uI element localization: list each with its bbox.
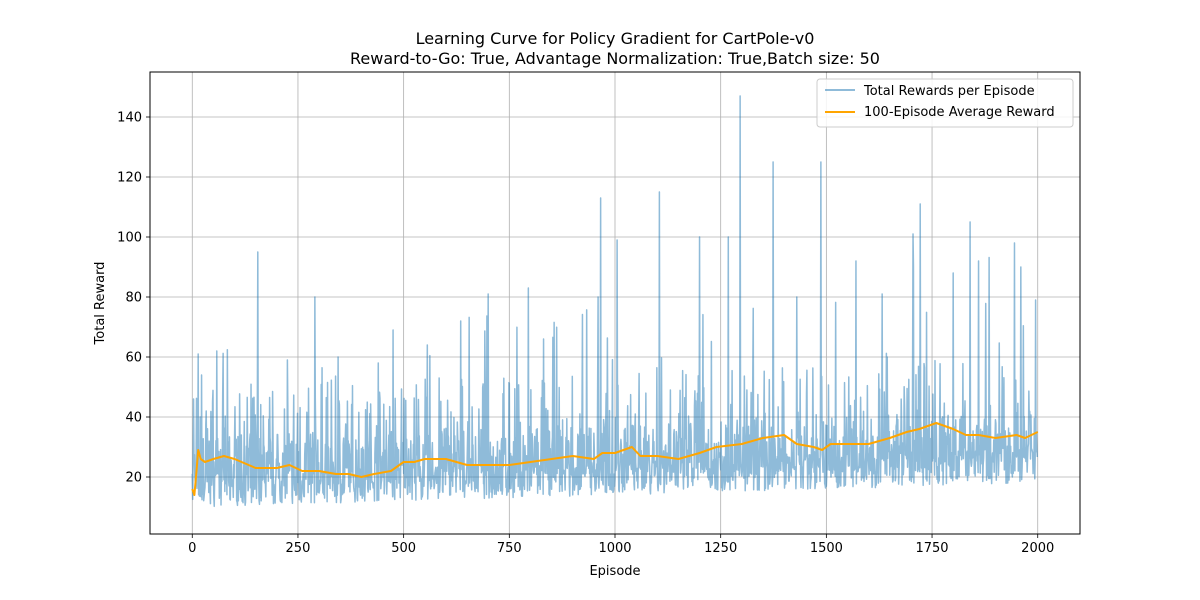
y-tick-label: 60 [125,351,142,366]
chart-title-line2: Reward-to-Go: True, Advantage Normalizat… [350,49,880,68]
series-line-average-reward [191,422,1039,496]
x-tick-label: 1000 [598,541,631,556]
legend-box [816,78,1074,128]
x-axis-label: Episode [589,564,640,579]
x-tick-label: 500 [391,541,416,556]
x-axis-ticks: 0 250 500 750 1000 1250 1500 1750 2000 [188,534,1054,556]
x-tick-label: 750 [497,541,522,556]
x-tick-label: 1500 [810,541,843,556]
series-line-episode-rewards [191,95,1039,508]
x-tick-label: 1250 [704,541,737,556]
plot-area [191,95,1039,508]
x-tick-label: 2000 [1021,541,1054,556]
y-tick-label: 40 [125,411,142,426]
y-tick-label: 20 [125,471,142,486]
y-axis-label: Total Reward [93,262,108,346]
x-tick-label: 250 [286,541,311,556]
y-axis-ticks: 20 40 60 80 100 120 140 [117,111,150,486]
legend-label-episode-rewards: Total Rewards per Episode [863,84,1035,99]
y-tick-label: 80 [125,291,142,306]
x-tick-label: 1750 [915,541,948,556]
y-tick-label: 120 [117,171,142,186]
legend: Total Rewards per Episode 100-Episode Av… [816,78,1074,128]
y-tick-label: 140 [117,111,142,126]
y-tick-label: 100 [117,231,142,246]
x-tick-label: 0 [188,541,196,556]
legend-label-average-reward: 100-Episode Average Reward [864,105,1055,120]
chart-title-line1: Learning Curve for Policy Gradient for C… [416,29,815,48]
